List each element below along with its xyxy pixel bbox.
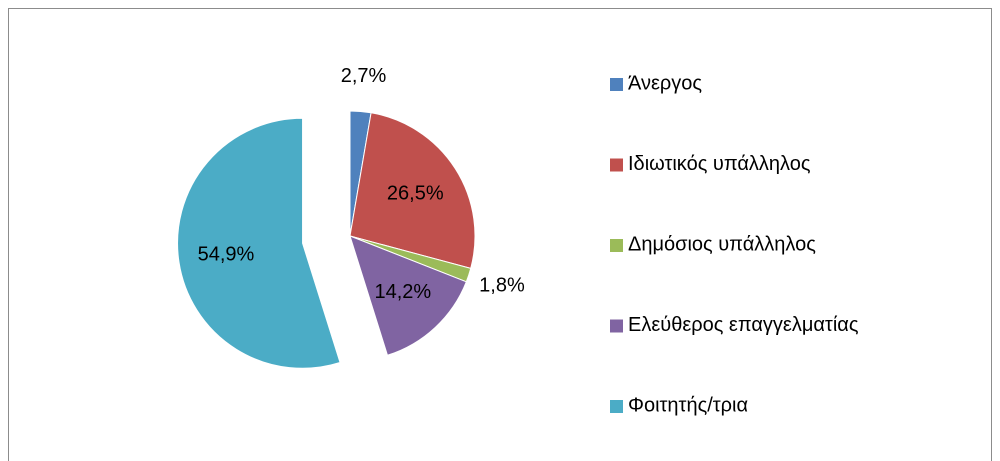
legend-swatch [610, 158, 623, 172]
data-label: 26,5% [387, 182, 444, 204]
legend-label: Φοιτητής/τρια [628, 394, 748, 416]
data-label: 1,8% [479, 274, 525, 296]
legend-swatch [610, 78, 623, 91]
legend-label: Ιδιωτικός υπάλληλος [628, 153, 811, 175]
pie-slice [349, 235, 467, 356]
legend-label: Δημόσιος υπάλληλος [628, 233, 816, 255]
legend-label: Άνεργος [628, 72, 702, 94]
chart-frame [8, 8, 992, 461]
legend-swatch [610, 319, 623, 333]
data-label: 14,2% [374, 281, 431, 303]
legend-swatch [610, 239, 623, 252]
pie-slice [349, 112, 476, 269]
legend-label: Ελεύθερος επαγγελματίας [628, 314, 859, 336]
data-label: 2,7% [341, 65, 387, 87]
data-label: 54,9% [198, 243, 255, 265]
pie-slice [177, 117, 341, 369]
legend-swatch [610, 400, 623, 413]
